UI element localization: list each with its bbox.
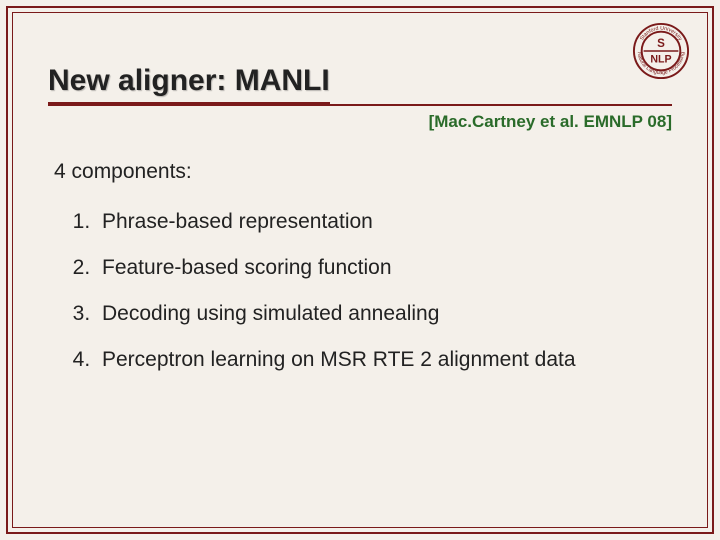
components-list: Phrase-based representation Feature-base… — [54, 210, 672, 372]
list-item: Feature-based scoring function — [96, 256, 672, 280]
list-item: Perceptron learning on MSR RTE 2 alignme… — [96, 348, 672, 372]
list-item: Decoding using simulated annealing — [96, 302, 672, 326]
citation: [Mac.Cartney et al. EMNLP 08] — [429, 112, 672, 132]
stanford-nlp-logo: S NLP Stanford University Natural Langua… — [632, 22, 690, 80]
slide-title: New aligner: MANLI — [48, 64, 330, 104]
list-item: Phrase-based representation — [96, 210, 672, 234]
logo-text-nlp: NLP — [650, 54, 671, 66]
logo-letter-s: S — [657, 37, 665, 50]
lead-text: 4 components: — [54, 160, 672, 184]
title-underline — [48, 104, 672, 106]
content-area: 4 components: Phrase-based representatio… — [54, 160, 672, 394]
